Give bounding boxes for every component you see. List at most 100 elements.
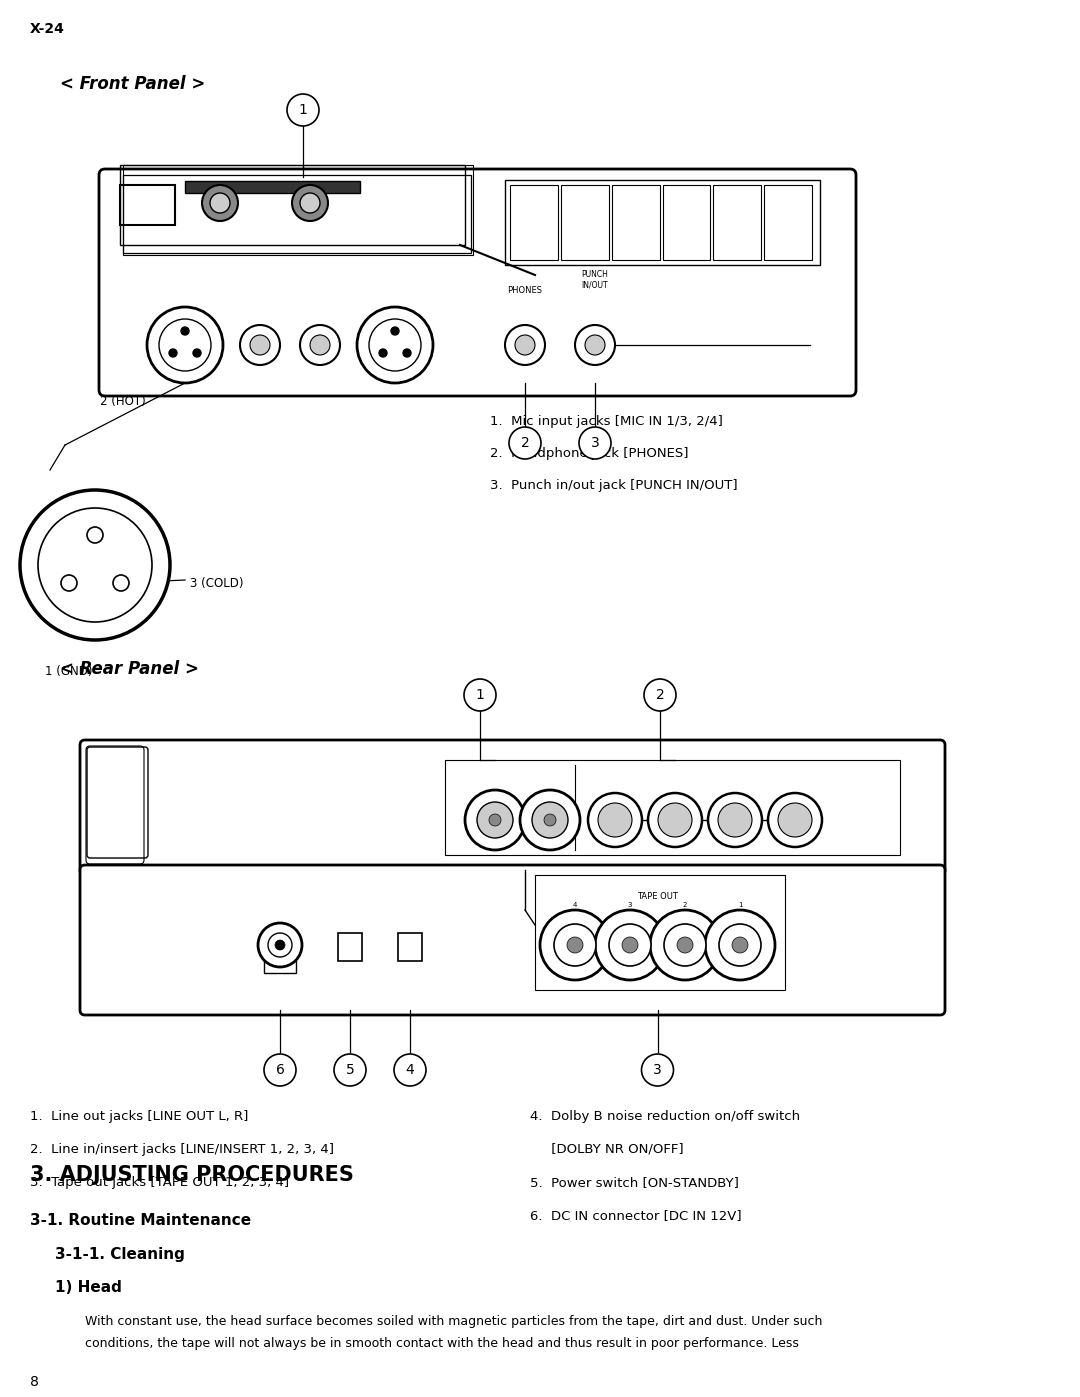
Bar: [123, 175, 471, 253]
Circle shape: [465, 789, 525, 849]
FancyBboxPatch shape: [99, 169, 856, 395]
Text: 2: 2: [656, 687, 664, 703]
Circle shape: [300, 193, 320, 212]
Circle shape: [287, 94, 319, 126]
FancyBboxPatch shape: [80, 865, 945, 1016]
Text: 3: 3: [653, 1063, 662, 1077]
Circle shape: [648, 793, 702, 847]
Text: 3-1-1. Cleaning: 3-1-1. Cleaning: [55, 1248, 185, 1261]
Text: 1: 1: [298, 103, 308, 117]
Circle shape: [515, 335, 535, 355]
Text: 5: 5: [346, 1063, 354, 1077]
Text: 3 (COLD): 3 (COLD): [190, 577, 243, 590]
Bar: [713, 184, 761, 260]
Text: 2 (HOT): 2 (HOT): [100, 395, 146, 408]
Text: [DOLBY NR ON/OFF]: [DOLBY NR ON/OFF]: [530, 1143, 684, 1155]
Circle shape: [658, 803, 692, 837]
Text: 3. ADJUSTING PROCEDURES: 3. ADJUSTING PROCEDURES: [30, 1165, 354, 1185]
Text: 1: 1: [475, 687, 485, 703]
Circle shape: [391, 327, 399, 335]
Circle shape: [595, 909, 665, 981]
Bar: [611, 184, 660, 260]
Circle shape: [21, 490, 170, 640]
Circle shape: [598, 803, 632, 837]
Circle shape: [585, 335, 605, 355]
Circle shape: [509, 427, 541, 460]
Text: 1.  Mic input jacks [MIC IN 1/3, 2/4]: 1. Mic input jacks [MIC IN 1/3, 2/4]: [490, 415, 723, 427]
Circle shape: [505, 326, 545, 365]
Bar: [510, 184, 558, 260]
Circle shape: [258, 923, 302, 967]
Text: 1: 1: [738, 902, 742, 908]
Bar: [399, 933, 422, 961]
Circle shape: [249, 335, 270, 355]
Circle shape: [644, 679, 676, 711]
Text: 5.  Power switch [ON-STANDBY]: 5. Power switch [ON-STANDBY]: [530, 1176, 739, 1189]
Text: TAPE OUT: TAPE OUT: [637, 893, 678, 901]
Text: 3-1. Routine Maintenance: 3-1. Routine Maintenance: [30, 1213, 252, 1228]
Text: < Front Panel >: < Front Panel >: [60, 75, 205, 94]
Circle shape: [554, 923, 596, 965]
Circle shape: [275, 940, 285, 950]
Text: 3: 3: [591, 436, 599, 450]
Circle shape: [588, 793, 642, 847]
Text: 3: 3: [627, 902, 632, 908]
Text: 4: 4: [572, 902, 577, 908]
Circle shape: [181, 327, 189, 335]
Circle shape: [642, 1053, 674, 1085]
Text: 4.  Dolby B noise reduction on/off switch: 4. Dolby B noise reduction on/off switch: [530, 1111, 800, 1123]
Circle shape: [540, 909, 610, 981]
Bar: [561, 184, 609, 260]
Circle shape: [718, 803, 752, 837]
Text: 2: 2: [521, 436, 529, 450]
Circle shape: [147, 307, 222, 383]
Circle shape: [579, 427, 611, 460]
Bar: [120, 165, 465, 244]
Text: 8: 8: [30, 1375, 39, 1389]
Circle shape: [168, 349, 177, 358]
Circle shape: [609, 923, 651, 965]
Bar: [535, 875, 785, 990]
Text: < Rear Panel >: < Rear Panel >: [60, 659, 199, 678]
Circle shape: [544, 814, 556, 826]
Circle shape: [292, 184, 328, 221]
Circle shape: [310, 335, 330, 355]
Text: 1) Head: 1) Head: [55, 1280, 122, 1295]
Text: With constant use, the head surface becomes soiled with magnetic particles from : With constant use, the head surface beco…: [85, 1315, 822, 1329]
Circle shape: [650, 909, 720, 981]
Circle shape: [87, 527, 103, 543]
Circle shape: [240, 326, 280, 365]
Circle shape: [567, 937, 583, 953]
Circle shape: [477, 802, 513, 838]
Circle shape: [532, 802, 568, 838]
Circle shape: [268, 933, 292, 957]
Text: conditions, the tape will not always be in smooth contact with the head and thus: conditions, the tape will not always be …: [85, 1337, 799, 1350]
Circle shape: [708, 793, 762, 847]
Text: 2: 2: [683, 902, 687, 908]
Bar: [185, 182, 360, 193]
Text: 6.  DC IN connector [DC IN 12V]: 6. DC IN connector [DC IN 12V]: [530, 1208, 742, 1222]
Circle shape: [264, 1053, 296, 1085]
Text: 1 (GND): 1 (GND): [45, 665, 93, 678]
Bar: [445, 760, 900, 855]
Text: 1.  Line out jacks [LINE OUT L, R]: 1. Line out jacks [LINE OUT L, R]: [30, 1111, 248, 1123]
Circle shape: [403, 349, 411, 358]
Circle shape: [193, 349, 201, 358]
Circle shape: [519, 789, 580, 849]
Circle shape: [705, 909, 775, 981]
Circle shape: [768, 793, 822, 847]
Circle shape: [719, 923, 761, 965]
Circle shape: [210, 193, 230, 212]
Circle shape: [489, 814, 501, 826]
Text: 4: 4: [406, 1063, 415, 1077]
Circle shape: [113, 576, 129, 591]
Bar: [338, 933, 362, 961]
Text: 6: 6: [275, 1063, 284, 1077]
Circle shape: [464, 679, 496, 711]
Circle shape: [677, 937, 693, 953]
Circle shape: [379, 349, 387, 358]
Circle shape: [664, 923, 706, 965]
Circle shape: [732, 937, 748, 953]
Text: 3.  Tape out jacks [TAPE OUT 1, 2, 3, 4]: 3. Tape out jacks [TAPE OUT 1, 2, 3, 4]: [30, 1176, 289, 1189]
Text: 3.  Punch in/out jack [PUNCH IN/OUT]: 3. Punch in/out jack [PUNCH IN/OUT]: [490, 479, 738, 492]
